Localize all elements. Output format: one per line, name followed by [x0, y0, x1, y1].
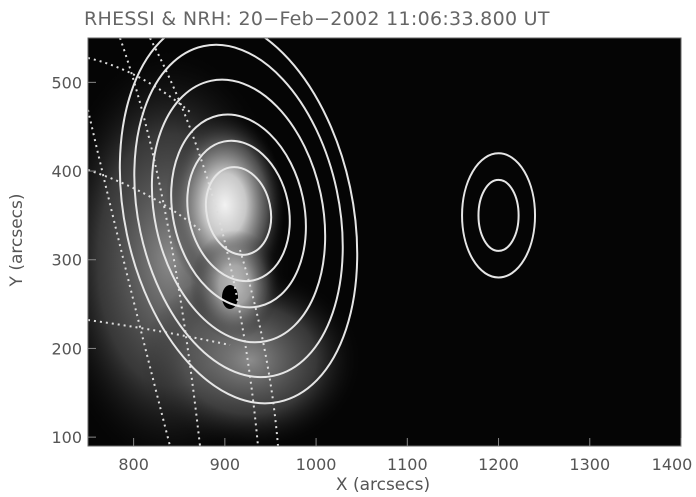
dark-spot: [222, 285, 238, 309]
y-tick-label: 400: [51, 162, 82, 181]
x-axis-label: X (arcsecs): [336, 475, 430, 495]
x-tick-label: 1100: [387, 455, 428, 474]
x-tick-label: 900: [210, 455, 241, 474]
x-tick-label: 1400: [652, 455, 693, 474]
plot-frame: [87, 37, 682, 447]
y-tick-label: 100: [51, 428, 82, 447]
contour-2-level-1: [477, 178, 520, 252]
heliographic-grid: [88, 38, 279, 446]
contour-lines: [118, 38, 537, 405]
x-tick-label: 1200: [478, 455, 519, 474]
bright-source-lower: [190, 230, 280, 340]
contour-1-level-1: [204, 166, 273, 256]
y-axis-label: Y (arcsecs): [7, 194, 27, 288]
x-tick-label: 800: [118, 455, 149, 474]
x-axis-ticks: 800 900 1000 1100 1200 1300 1400: [118, 438, 692, 474]
y-tick-label: 200: [51, 339, 82, 358]
x-tick-label: 1300: [569, 455, 610, 474]
contour-1-level-4: [150, 78, 327, 344]
contour-1-level-5: [133, 43, 344, 379]
emission-image: [88, 38, 360, 446]
y-axis-ticks: 100 200 300 400 500: [51, 73, 96, 447]
x-tick-label: 1000: [296, 455, 337, 474]
y-tick-label: 300: [51, 251, 82, 270]
contour-2-level-2: [461, 152, 537, 279]
y-tick-label: 500: [51, 73, 82, 92]
contour-1-level-3: [170, 113, 307, 309]
contour-1-level-6: [118, 38, 359, 405]
contour-1-level-2: [186, 139, 291, 283]
image-title: RHESSI & NRH: 20−Feb−2002 11:06:33.800 U…: [84, 8, 550, 30]
